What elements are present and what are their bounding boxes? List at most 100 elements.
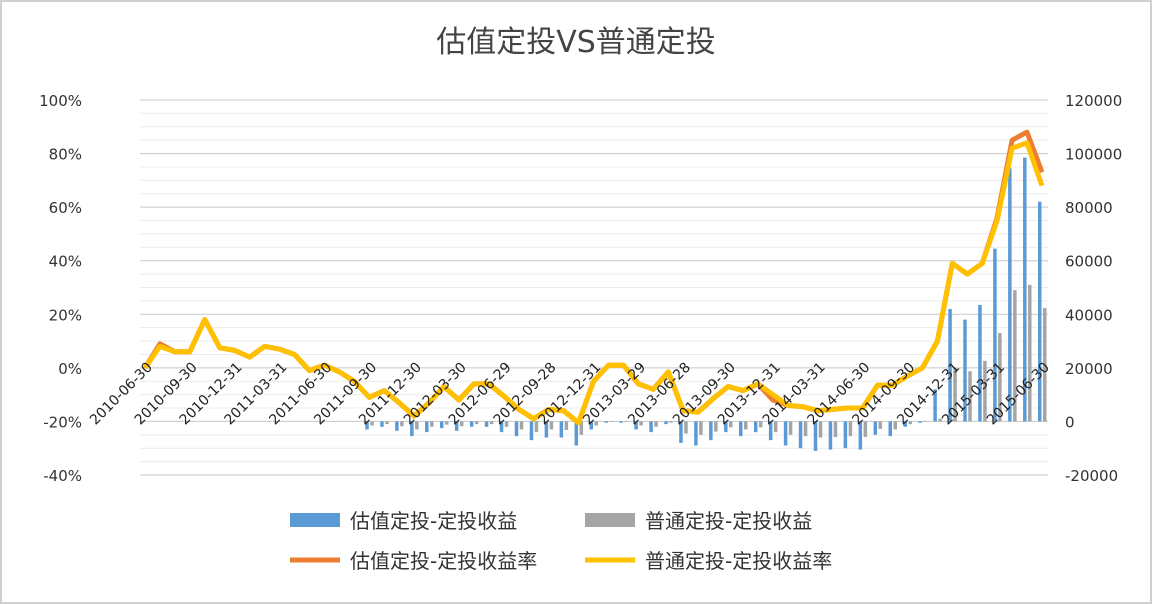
right-tick-label: 60000 — [1065, 253, 1113, 271]
bar-normal-profit — [923, 421, 927, 422]
right-tick-label: -20000 — [1065, 467, 1118, 485]
left-axis: -40% -20% 0% 20% 40% 60% 80% 100% — [39, 92, 82, 485]
bar-normal-profit — [534, 421, 539, 433]
bar-normal-profit — [983, 360, 987, 422]
bar-valuation-profit — [514, 421, 519, 437]
right-axis: -20000 0 20000 40000 60000 80000 100000 120000 — [1065, 92, 1122, 485]
bar-valuation-profit — [694, 421, 698, 446]
bar-normal-profit — [579, 421, 584, 435]
right-tick-label: 100000 — [1065, 146, 1122, 164]
bar-valuation-profit — [454, 421, 459, 431]
bar-normal-profit — [714, 421, 718, 432]
bar-normal-profit — [684, 421, 688, 434]
bar-valuation-profit — [469, 421, 474, 427]
bars — [365, 157, 1047, 451]
bar-valuation-profit — [1023, 157, 1027, 422]
left-tick-label: 0% — [58, 360, 82, 378]
bar-valuation-profit — [753, 421, 758, 433]
bar-valuation-profit — [365, 421, 369, 430]
bar-normal-profit — [430, 421, 434, 427]
bar-valuation-profit — [858, 421, 863, 450]
left-tick-label: -20% — [43, 413, 82, 431]
bar-normal-profit — [445, 421, 449, 425]
bar-valuation-profit — [993, 248, 997, 422]
bar-normal-profit — [729, 421, 733, 428]
left-tick-label: -40% — [43, 467, 82, 485]
bar-normal-profit — [968, 371, 972, 422]
bar-normal-profit — [818, 421, 823, 438]
bar-valuation-profit — [484, 421, 489, 427]
bar-valuation-profit — [604, 421, 608, 423]
bar-normal-profit — [803, 421, 808, 437]
bar-valuation-profit — [499, 421, 504, 433]
bar-normal-profit — [1043, 308, 1047, 422]
bar-valuation-profit — [589, 421, 593, 430]
bar-normal-profit — [699, 421, 703, 435]
line-normal-return-rate — [142, 140, 1045, 426]
bar-normal-profit — [459, 421, 464, 427]
bar-normal-profit — [564, 421, 569, 430]
bar-normal-profit — [385, 421, 389, 425]
bar-valuation-profit — [395, 421, 399, 431]
bar-normal-profit — [744, 421, 748, 430]
bar-valuation-profit — [724, 421, 728, 433]
bar-valuation-profit — [425, 421, 429, 433]
right-tick-label: 0 — [1065, 413, 1075, 431]
bar-normal-profit — [908, 421, 912, 425]
bar-normal-profit — [519, 421, 524, 430]
bar-normal-profit — [474, 421, 479, 425]
legend-swatch-bar — [585, 513, 635, 527]
bar-valuation-profit — [768, 421, 773, 441]
legend-label: 估值定投-定投收益率 — [350, 549, 537, 573]
bar-valuation-profit — [963, 319, 967, 422]
left-tick-label: 80% — [49, 146, 82, 164]
bar-normal-profit — [594, 421, 598, 426]
bar-valuation-profit — [440, 421, 444, 429]
bar-normal-profit — [654, 421, 658, 427]
bar-normal-profit — [504, 421, 509, 427]
left-tick-label: 20% — [49, 306, 82, 324]
bar-normal-profit — [1028, 284, 1032, 422]
bar-normal-profit — [788, 421, 793, 435]
right-tick-label: 80000 — [1065, 199, 1113, 217]
left-tick-label: 40% — [49, 253, 82, 271]
legend-label: 估值定投-定投收益 — [350, 509, 517, 533]
bar-normal-profit — [848, 421, 853, 437]
bar-normal-profit — [833, 421, 838, 437]
bar-valuation-profit — [529, 421, 534, 441]
bar-normal-profit — [893, 421, 897, 430]
left-tick-label: 60% — [49, 199, 82, 217]
bar-valuation-profit — [903, 421, 907, 427]
bar-normal-profit — [489, 421, 494, 425]
bar-normal-profit — [938, 418, 942, 422]
bar-valuation-profit — [933, 389, 937, 422]
bar-valuation-profit — [918, 421, 922, 423]
bar-valuation-profit — [739, 421, 743, 437]
bar-normal-profit — [400, 421, 404, 427]
bar-normal-profit — [863, 421, 868, 437]
bar-normal-profit — [415, 421, 419, 430]
bar-valuation-profit — [649, 421, 653, 433]
bar-normal-profit — [878, 421, 883, 429]
bar-valuation-profit — [634, 421, 638, 430]
bar-normal-profit — [773, 421, 778, 433]
bar-normal-profit — [624, 421, 628, 422]
bar-valuation-profit — [798, 421, 803, 449]
bar-normal-profit — [609, 421, 613, 422]
bar-valuation-profit — [873, 421, 878, 435]
legend-swatch-bar — [290, 513, 340, 527]
bar-valuation-profit — [1008, 168, 1012, 422]
bar-valuation-profit — [948, 308, 952, 422]
bar-valuation-profit — [679, 421, 683, 443]
right-tick-label: 120000 — [1065, 92, 1122, 110]
bar-valuation-profit — [619, 421, 623, 423]
bar-valuation-profit — [783, 421, 788, 446]
bar-normal-profit — [998, 333, 1002, 422]
bar-valuation-profit — [544, 421, 549, 438]
bar-normal-profit — [953, 367, 957, 422]
chart-title: 估值定投VS普通定投 — [436, 25, 716, 60]
bar-normal-profit — [639, 421, 643, 426]
